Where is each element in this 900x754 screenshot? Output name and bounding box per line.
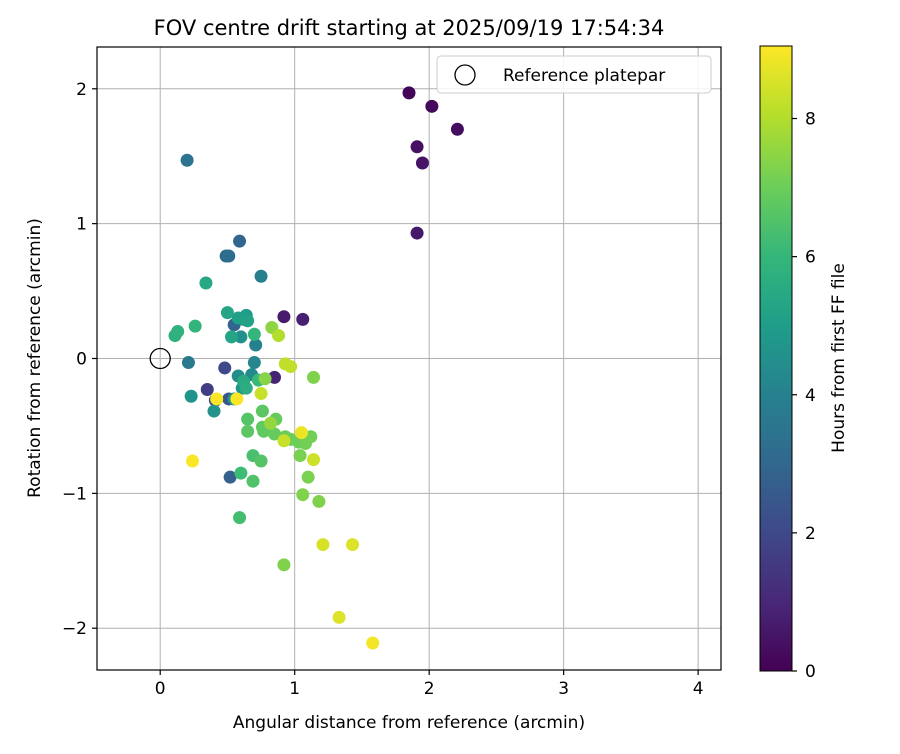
data-point	[346, 538, 360, 552]
data-point	[293, 449, 307, 463]
data-point	[200, 383, 214, 397]
data-point	[180, 153, 194, 167]
data-point	[296, 488, 310, 502]
data-point	[230, 392, 244, 406]
data-point	[316, 538, 330, 552]
legend: Reference platepar	[436, 55, 712, 94]
x-tick-label: 2	[424, 679, 435, 699]
data-point	[296, 312, 310, 326]
data-point	[254, 269, 268, 283]
x-tick-label: 4	[693, 679, 704, 699]
data-point	[415, 156, 429, 170]
data-point	[249, 338, 263, 352]
data-point	[268, 427, 282, 441]
data-point	[255, 404, 269, 418]
colorbar-tick-label: 8	[805, 110, 816, 130]
data-point	[185, 454, 199, 468]
data-point	[199, 276, 213, 290]
data-point	[241, 424, 255, 438]
x-axis-label: Angular distance from reference (arcmin)	[233, 713, 585, 733]
data-point	[332, 610, 346, 624]
data-point	[184, 389, 198, 403]
data-point	[263, 416, 277, 430]
data-point	[277, 558, 291, 572]
y-tick-label: −2	[62, 619, 87, 639]
data-point	[247, 327, 261, 341]
data-point	[218, 361, 232, 375]
data-point	[181, 356, 195, 370]
data-point	[301, 470, 315, 484]
x-tick-label: 0	[155, 679, 166, 699]
data-point	[241, 412, 255, 426]
data-points	[149, 86, 464, 650]
data-point	[222, 249, 236, 263]
colorbar-tick-label: 0	[805, 662, 816, 682]
colorbar-ticks: 0 2 4 6 8	[792, 110, 816, 682]
legend-marker-reference	[454, 64, 476, 86]
y-tick-label: 2	[76, 80, 87, 100]
x-tick-label: 1	[289, 679, 300, 699]
y-tick-label: −1	[62, 484, 87, 504]
y-tick-label: 1	[76, 215, 87, 235]
data-point	[233, 511, 247, 525]
data-point	[272, 329, 286, 343]
data-point	[254, 387, 268, 401]
colorbar: 0 2 4 6 8 Hours from first FF file	[759, 45, 849, 682]
reference-platepar-marker	[149, 347, 171, 370]
data-point	[307, 370, 321, 384]
data-point	[294, 426, 308, 440]
y-tick-label: 0	[76, 350, 87, 370]
data-point	[450, 122, 464, 136]
data-point	[239, 381, 253, 395]
data-point	[246, 474, 260, 488]
data-point	[410, 140, 424, 154]
data-point	[402, 86, 416, 100]
data-point	[210, 392, 224, 406]
data-point	[188, 319, 202, 333]
chart-title: FOV centre drift starting at 2025/09/19 …	[154, 16, 665, 40]
data-point	[171, 325, 185, 339]
x-axis-ticks: 0 1 2 3 4	[155, 670, 704, 699]
data-point	[220, 306, 234, 320]
data-point	[284, 360, 298, 374]
x-tick-label: 3	[558, 679, 569, 699]
data-point	[258, 372, 272, 386]
colorbar-tick-label: 2	[805, 524, 816, 544]
data-point	[223, 470, 237, 484]
data-point	[410, 226, 424, 240]
data-point	[277, 310, 291, 324]
colorbar-tick-label: 6	[805, 248, 816, 268]
data-point	[241, 314, 255, 328]
data-point	[307, 453, 321, 467]
data-point	[234, 330, 248, 344]
data-point	[234, 466, 248, 480]
colorbar-tick-label: 4	[805, 386, 816, 406]
data-point	[254, 454, 268, 468]
colorbar-label: Hours from first FF file	[829, 263, 849, 453]
data-point	[247, 356, 261, 370]
data-point	[224, 330, 238, 344]
data-point	[277, 434, 291, 448]
data-point	[366, 636, 380, 650]
data-point	[233, 234, 247, 248]
colorbar-gradient	[759, 45, 793, 672]
y-axis-label: Rotation from reference (arcmin)	[25, 218, 45, 498]
data-point	[207, 404, 221, 418]
data-point	[425, 99, 439, 113]
data-point	[312, 494, 326, 508]
legend-label: Reference platepar	[503, 66, 665, 86]
legend-box	[436, 55, 712, 94]
y-axis-ticks: −2 −1 0 1 2	[62, 80, 97, 639]
